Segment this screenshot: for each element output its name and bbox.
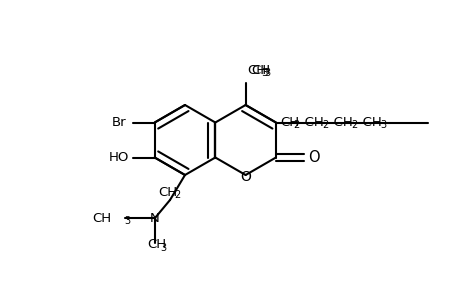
Text: –CH: –CH [326, 116, 352, 129]
Text: CH: CH [280, 116, 298, 129]
Text: 3: 3 [379, 121, 385, 130]
Text: CH: CH [92, 212, 111, 224]
Text: –CH: –CH [297, 116, 323, 129]
Text: 3: 3 [261, 68, 268, 78]
Text: CH: CH [158, 185, 177, 199]
Text: O: O [240, 170, 251, 184]
Text: CH: CH [247, 64, 266, 76]
Text: 2: 2 [292, 121, 298, 130]
Text: HO: HO [108, 151, 129, 164]
Text: N: N [150, 212, 160, 224]
Text: O: O [308, 150, 319, 165]
Text: 2: 2 [321, 121, 327, 130]
Text: CH: CH [251, 64, 270, 76]
Text: CH: CH [147, 238, 166, 251]
Text: –CH: –CH [355, 116, 381, 129]
Text: 3: 3 [160, 243, 166, 253]
Text: 2: 2 [350, 121, 356, 130]
Text: 3: 3 [124, 216, 130, 226]
Text: 2: 2 [174, 190, 180, 200]
Text: Br: Br [111, 116, 126, 129]
Text: 3: 3 [264, 68, 270, 78]
